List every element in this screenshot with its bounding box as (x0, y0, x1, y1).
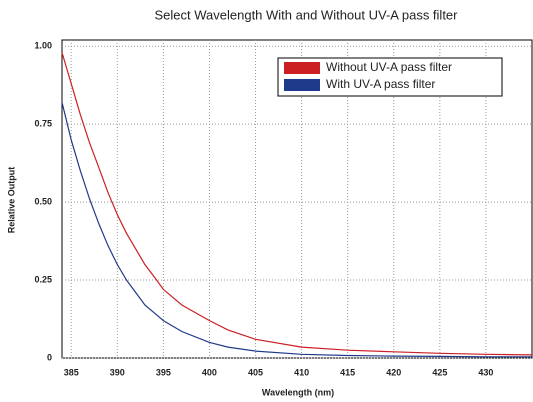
line-series (61, 102, 532, 358)
legend-swatch (284, 79, 320, 91)
x-tick-label: 395 (156, 367, 171, 377)
legend-label: Without UV-A pass filter (326, 60, 452, 74)
x-tick-label: 430 (478, 367, 493, 377)
x-tick-label: 425 (432, 367, 447, 377)
x-tick-label: 400 (202, 367, 217, 377)
y-axis-label: Relative Output (6, 167, 16, 234)
y-tick-label: 0.25 (34, 274, 52, 284)
y-tick-label: 0.75 (34, 119, 52, 129)
y-tick-label: 0.50 (34, 196, 52, 206)
legend-swatch (284, 62, 320, 74)
x-tick-label: 410 (294, 367, 309, 377)
x-tick-label: 420 (386, 367, 401, 377)
x-tick-label: 415 (340, 367, 355, 377)
x-tick-label: 390 (110, 367, 125, 377)
y-tick-label: 1.00 (34, 41, 52, 51)
x-tick-label: 385 (64, 367, 79, 377)
legend-label: With UV-A pass filter (326, 77, 435, 91)
line-series (61, 52, 533, 356)
x-axis-label: Wavelength (nm) (262, 387, 334, 397)
chart-title: Select Wavelength With and Without UV-A … (155, 7, 459, 22)
y-tick-label: 0 (47, 352, 52, 362)
x-tick-label: 405 (248, 367, 263, 377)
